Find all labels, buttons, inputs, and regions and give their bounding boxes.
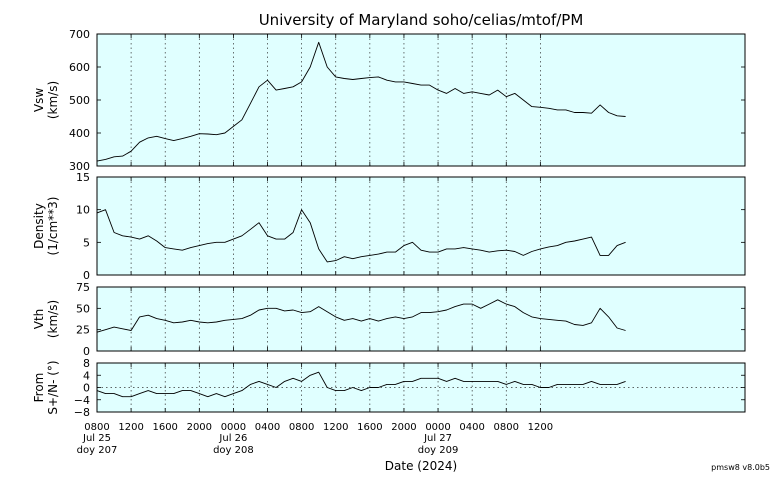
y-axis-label: Vsw <box>32 88 46 112</box>
x-tick-label: 0800 <box>494 422 519 433</box>
series-line <box>96 299 626 333</box>
x-axis: 0800 1200 1600 2000 0000 0400 0800 1200 1600 2000… <box>77 422 553 456</box>
series-line <box>96 209 626 263</box>
x-tick-label: 0800 <box>84 422 109 433</box>
panel-background <box>97 177 745 275</box>
x-tick-label: 0800 <box>289 422 314 433</box>
x-tick-label: 1200 <box>118 422 143 433</box>
y-axis-label: Vth <box>32 309 46 330</box>
y-tick-label: 400 <box>69 127 90 140</box>
y-tick-label: −8 <box>74 406 90 419</box>
x-tick-label: 0000 <box>221 422 246 433</box>
day-label: Jul 26 <box>218 433 247 444</box>
x-axis-label: Date (2024) <box>385 459 457 473</box>
y-tick-label: 0 <box>83 345 90 358</box>
y-tick-label: 25 <box>76 324 90 337</box>
panel-frame <box>96 362 746 413</box>
y-tick-label: 50 <box>76 302 90 315</box>
x-tick-label: 0000 <box>425 422 450 433</box>
y-tick-label: 75 <box>76 281 90 294</box>
doy-label: doy 209 <box>418 445 459 456</box>
doy-label: doy 207 <box>77 445 118 456</box>
day-label: Jul 27 <box>423 433 452 444</box>
panel-frame <box>96 176 746 276</box>
version-note: pmsw8 v8.0b5 <box>711 463 770 472</box>
y-tick-label: 15 <box>76 171 90 184</box>
series-line <box>96 41 626 162</box>
y-tick-label: −4 <box>74 394 90 407</box>
y-axis-label: S+/N- (°) <box>46 360 60 414</box>
x-tick-label: 0400 <box>459 422 484 433</box>
y-tick-label: 5 <box>83 236 90 249</box>
x-tick-label: 1600 <box>152 422 177 433</box>
panel-frame <box>96 33 746 167</box>
x-tick-label: 2000 <box>187 422 212 433</box>
y-tick-label: 500 <box>69 94 90 107</box>
day-label: Jul 25 <box>82 433 111 444</box>
panel-frame <box>96 286 746 352</box>
y-axis-label: (km/s) <box>46 81 60 119</box>
x-tick-label: 1200 <box>323 422 348 433</box>
y-tick-label: 300 <box>69 160 90 173</box>
x-tick-label: 1600 <box>357 422 382 433</box>
y-tick-label: 4 <box>83 369 90 382</box>
x-tick-label: 0400 <box>255 422 280 433</box>
y-tick-label: 600 <box>69 61 90 74</box>
y-tick-label: 8 <box>83 357 90 370</box>
panel-background <box>97 287 745 351</box>
panel-density: 0 5 10 15 Density (1/cm**3) <box>32 171 746 282</box>
y-axis-label: From <box>32 373 46 403</box>
series-line <box>96 371 626 398</box>
y-axis-label: Density <box>32 203 46 249</box>
x-tick-label: 1200 <box>528 422 553 433</box>
chart-title: University of Maryland soho/celias/mtof/… <box>259 11 584 29</box>
panel-vth: 0 25 50 75 Vth (km/s) <box>32 281 746 358</box>
y-tick-label: 0 <box>83 269 90 282</box>
y-axis-label: (1/cm**3) <box>46 197 60 256</box>
y-tick-label: 0 <box>83 382 90 395</box>
y-axis-label: (km/s) <box>46 300 60 338</box>
doy-label: doy 208 <box>213 445 254 456</box>
y-tick-label: 700 <box>69 28 90 41</box>
x-tick-label: 2000 <box>391 422 416 433</box>
panel-background <box>97 34 745 166</box>
panel-vsw: 300 400 500 600 700 Vsw (km/s) <box>32 28 746 173</box>
y-tick-label: 10 <box>76 204 90 217</box>
